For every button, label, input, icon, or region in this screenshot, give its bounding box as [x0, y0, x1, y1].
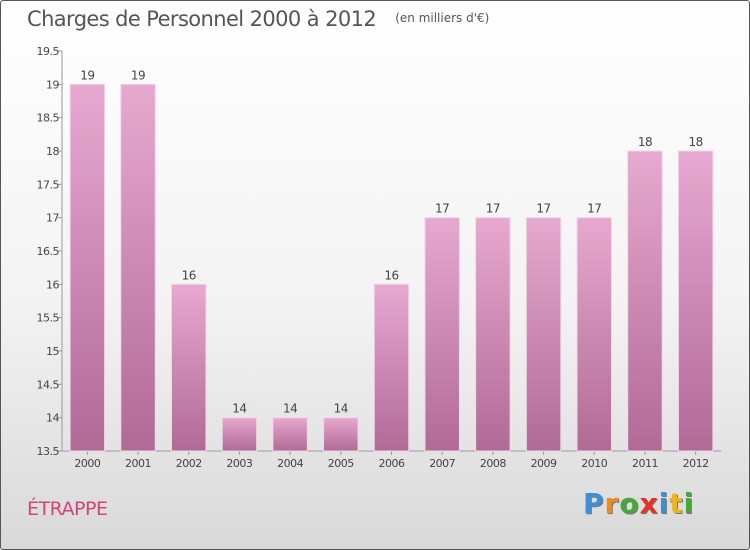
- bar: [475, 217, 511, 452]
- logo-letter: o: [619, 487, 640, 520]
- chart-subtitle: (en milliers d'€): [395, 11, 490, 25]
- data-label: 17: [587, 202, 601, 216]
- chart-title: Charges de Personnel 2000 à 2012: [27, 7, 377, 31]
- logo-letter: r: [604, 487, 620, 520]
- y-tick-label: 16.5: [37, 245, 60, 258]
- data-label: 19: [80, 68, 94, 82]
- x-tick-label: 2003: [226, 457, 252, 470]
- logo-letter: P: [583, 487, 605, 520]
- y-tick-label: 13.5: [37, 445, 60, 458]
- x-tick-label: 2011: [632, 457, 658, 470]
- data-label: 14: [334, 402, 348, 416]
- y-tick-label: 17: [46, 212, 59, 225]
- data-label: 18: [638, 135, 652, 149]
- data-label: 16: [182, 268, 196, 282]
- y-tick-label: 16: [46, 278, 59, 291]
- bar: [170, 283, 207, 452]
- y-tick-label: 14: [46, 412, 59, 425]
- bar: [576, 217, 613, 452]
- bar: [525, 217, 562, 452]
- bar: [323, 417, 359, 452]
- x-tick-label: 2007: [429, 457, 455, 470]
- x-tick-label: 2010: [581, 457, 607, 470]
- bar: [120, 83, 156, 452]
- x-tick-label: 2009: [531, 457, 557, 470]
- bar: [373, 283, 410, 452]
- y-tick-label: 19.5: [37, 45, 60, 58]
- logo-letter: i: [658, 487, 670, 520]
- y-tick-label: 14.5: [37, 378, 60, 391]
- data-label: 14: [283, 402, 297, 416]
- x-tick-label: 2004: [277, 457, 303, 470]
- y-tick-label: 19: [46, 78, 59, 91]
- y-tick-label: 17.5: [37, 178, 60, 191]
- data-label: 17: [486, 202, 500, 216]
- data-label: 17: [536, 202, 550, 216]
- title-row: Charges de Personnel 2000 à 2012 (en mil…: [27, 7, 489, 31]
- bar: [424, 217, 460, 452]
- bar: [677, 150, 714, 452]
- logo-letter: t: [669, 487, 684, 520]
- bar: [221, 417, 258, 452]
- x-tick-label: 2002: [176, 457, 202, 470]
- bar: [272, 417, 308, 452]
- x-tick-label: 2005: [328, 457, 354, 470]
- x-tick-label: 2006: [379, 457, 405, 470]
- data-label: 14: [232, 402, 246, 416]
- data-label: 18: [689, 135, 703, 149]
- y-tick-label: 18: [46, 145, 59, 158]
- y-tick-label: 15: [46, 345, 59, 358]
- y-tick-label: 18.5: [37, 112, 60, 125]
- bar: [627, 150, 663, 452]
- logo-letter: x: [639, 487, 659, 520]
- bar: [69, 83, 106, 452]
- x-tick-label: 2012: [683, 457, 709, 470]
- commune-name: ÉTRAPPE: [27, 498, 108, 520]
- data-label: 17: [435, 202, 449, 216]
- logo-letter: i: [683, 487, 695, 520]
- y-tick-label: 15.5: [37, 312, 60, 325]
- x-tick-label: 2001: [125, 457, 151, 470]
- data-label: 16: [384, 268, 398, 282]
- proxiti-logo[interactable]: Proxiti: [583, 487, 694, 520]
- x-tick-label: 2000: [74, 457, 100, 470]
- data-label: 19: [131, 68, 145, 82]
- x-tick-label: 2008: [480, 457, 506, 470]
